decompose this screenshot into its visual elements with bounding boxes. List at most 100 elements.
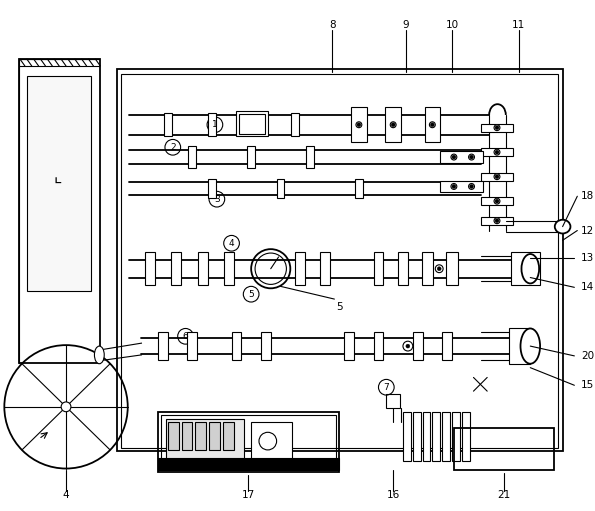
Bar: [454, 428, 554, 470]
Bar: [231, 332, 242, 360]
Bar: [403, 412, 411, 461]
Circle shape: [495, 199, 499, 203]
Circle shape: [452, 155, 456, 159]
Bar: [277, 179, 284, 198]
Circle shape: [430, 123, 434, 127]
Circle shape: [469, 155, 474, 159]
Circle shape: [436, 265, 443, 273]
Bar: [481, 173, 513, 180]
Bar: [462, 412, 469, 461]
Bar: [189, 146, 196, 168]
Circle shape: [437, 267, 441, 271]
Text: 20: 20: [581, 351, 594, 361]
Circle shape: [494, 218, 500, 224]
Bar: [158, 332, 168, 360]
Text: 17: 17: [242, 490, 255, 500]
Bar: [164, 113, 172, 136]
Bar: [413, 412, 421, 461]
Bar: [509, 329, 530, 364]
Text: 15: 15: [581, 380, 594, 390]
Circle shape: [390, 122, 396, 128]
Bar: [168, 423, 178, 450]
Bar: [398, 252, 408, 285]
Ellipse shape: [521, 254, 539, 284]
Bar: [374, 252, 383, 285]
Bar: [386, 107, 401, 143]
Text: 6: 6: [183, 332, 189, 341]
Bar: [306, 146, 314, 168]
Bar: [158, 458, 339, 470]
Text: 10: 10: [446, 20, 459, 30]
Bar: [374, 332, 383, 360]
Bar: [446, 252, 458, 285]
Circle shape: [495, 126, 499, 130]
Bar: [251, 422, 292, 459]
Bar: [440, 180, 483, 192]
Bar: [261, 332, 271, 360]
Bar: [422, 252, 433, 285]
Bar: [166, 419, 245, 463]
Text: 21: 21: [497, 490, 511, 500]
Text: 9: 9: [403, 20, 409, 30]
Bar: [433, 412, 440, 461]
Text: 2: 2: [170, 143, 176, 152]
Bar: [181, 423, 192, 450]
Bar: [292, 113, 299, 136]
Bar: [236, 111, 268, 136]
Bar: [452, 412, 460, 461]
Circle shape: [495, 175, 499, 179]
Bar: [320, 252, 330, 285]
Text: 5: 5: [336, 302, 343, 312]
Bar: [187, 332, 198, 360]
Bar: [440, 151, 483, 163]
Bar: [171, 252, 181, 285]
Text: 14: 14: [581, 283, 594, 292]
Text: 12: 12: [581, 225, 594, 236]
Bar: [481, 148, 513, 156]
Circle shape: [430, 122, 436, 128]
Circle shape: [403, 341, 413, 351]
Bar: [351, 107, 367, 143]
Circle shape: [494, 198, 500, 204]
Bar: [424, 107, 440, 143]
Text: ⌞: ⌞: [54, 168, 62, 185]
Bar: [208, 113, 216, 136]
Text: 18: 18: [581, 191, 594, 201]
Bar: [195, 423, 206, 450]
Text: 4: 4: [228, 239, 234, 248]
Bar: [442, 332, 452, 360]
Bar: [224, 252, 233, 285]
Circle shape: [494, 125, 500, 131]
Text: 4: 4: [62, 490, 70, 500]
Circle shape: [61, 402, 71, 412]
Bar: [121, 74, 558, 448]
Bar: [117, 69, 563, 451]
Bar: [27, 76, 92, 291]
Bar: [208, 179, 216, 198]
Text: 11: 11: [512, 20, 525, 30]
Ellipse shape: [555, 220, 571, 234]
Bar: [223, 423, 233, 450]
Bar: [239, 114, 265, 133]
Bar: [386, 394, 400, 408]
Bar: [209, 423, 220, 450]
Bar: [344, 332, 354, 360]
Text: 13: 13: [581, 253, 594, 263]
Circle shape: [495, 150, 499, 154]
Circle shape: [469, 183, 474, 190]
Text: 3: 3: [214, 195, 220, 204]
Circle shape: [469, 154, 474, 160]
Text: 1: 1: [212, 120, 218, 129]
Circle shape: [259, 432, 277, 450]
Bar: [145, 252, 155, 285]
Circle shape: [356, 122, 362, 128]
Text: 16: 16: [387, 490, 400, 500]
Bar: [422, 412, 430, 461]
Circle shape: [391, 123, 395, 127]
Bar: [158, 412, 339, 473]
Circle shape: [494, 174, 500, 179]
Bar: [355, 179, 363, 198]
Circle shape: [451, 154, 457, 160]
Ellipse shape: [521, 329, 540, 364]
Bar: [413, 332, 422, 360]
